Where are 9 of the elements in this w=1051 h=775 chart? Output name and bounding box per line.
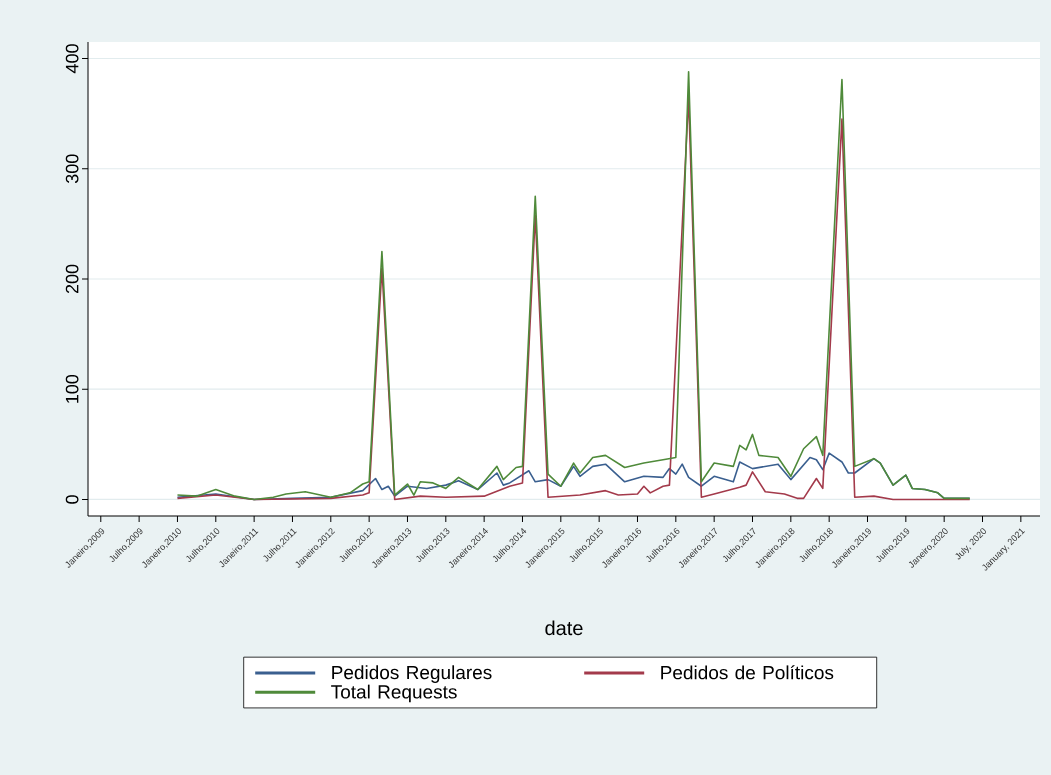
legend-label: Pedidos de Políticos <box>661 665 834 680</box>
legend-label: Pedidos Regulares <box>332 665 492 683</box>
y-tick-label: 400 <box>65 44 79 74</box>
y-tick-label: 0 <box>65 495 79 504</box>
y-tick-label: 100 <box>65 374 79 403</box>
y-tick-label: 200 <box>65 264 79 294</box>
x-axis-title: date <box>545 620 583 636</box>
y-tick-label: 300 <box>65 154 79 184</box>
legend-label: Total Requests <box>331 684 457 703</box>
